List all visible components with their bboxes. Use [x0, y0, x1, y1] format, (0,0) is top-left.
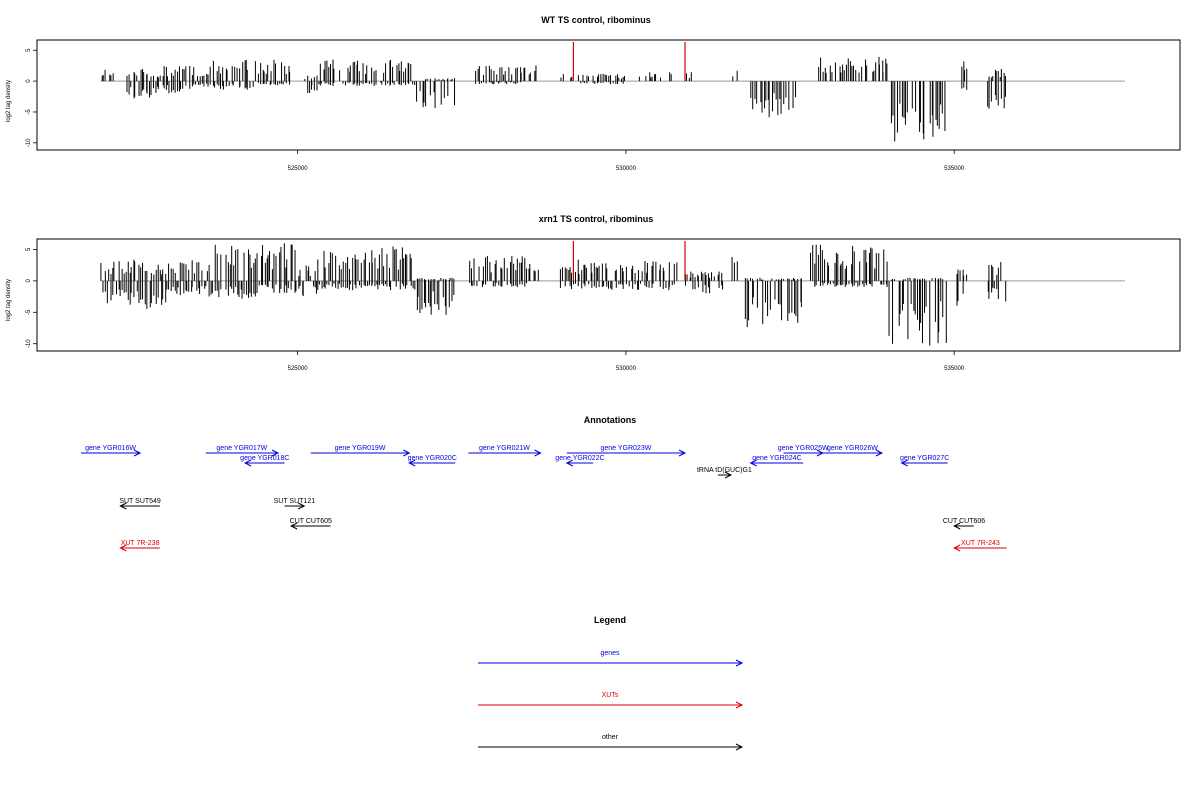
feature-arrow-head: [403, 449, 411, 457]
xrn1-y-ticks: 5 0 -5 -10: [26, 247, 38, 348]
feature-arrow-head: [953, 522, 961, 530]
annotation-feature: gene YGR021W: [468, 445, 542, 457]
xrn1-x-ticks: 525000 530000 535000: [288, 351, 965, 372]
annotation-feature: gene YGR020C: [408, 455, 457, 467]
legend-entry: XUTs: [478, 692, 744, 709]
x-tick-label: 530000: [616, 166, 637, 172]
wt-track-title: WT TS control, ribominus: [541, 15, 651, 25]
annotation-feature: SUT SUT121: [274, 498, 316, 510]
y-tick-label: -5: [26, 109, 32, 115]
feature-label: gene YGR017W: [216, 445, 267, 452]
feature-label: gene YGR016W: [85, 445, 136, 452]
feature-label: CUT CUT606: [943, 518, 985, 525]
annotation-feature: gene YGR016W: [81, 445, 142, 457]
wt-y-axis-label: log2 tag density: [6, 80, 12, 122]
legend-arrow-head: [735, 743, 744, 751]
feature-arrow-head: [534, 449, 542, 457]
y-tick-label: 5: [26, 247, 32, 251]
wt-coverage-bars: [100, 42, 1125, 142]
legend-title: Legend: [594, 615, 626, 625]
y-tick-label: 0: [26, 279, 32, 283]
feature-label: gene YGR027C: [900, 455, 949, 462]
wt-y-ticks: 5 0 -5 -10: [26, 48, 38, 147]
x-tick-label: 525000: [288, 166, 309, 172]
annotation-features: gene YGR016W gene YGR017W gene YGR018C gene…: [81, 445, 1007, 552]
feature-label: gene YGR022C: [555, 455, 604, 462]
feature-arrow-head: [271, 449, 280, 457]
annotation-feature: CUT CUT605: [289, 518, 332, 530]
wt-track-panel: WT TS control, ribominus log2 tag densit…: [6, 15, 1181, 172]
x-tick-label: 530000: [616, 366, 637, 372]
feature-arrow-head: [244, 459, 252, 467]
x-tick-label: 535000: [944, 166, 965, 172]
annotation-feature: XUT 7R-238: [119, 540, 160, 552]
legend-arrow-head: [735, 659, 744, 667]
feature-arrow-head: [900, 459, 908, 467]
legend-panel: Legend genes XUTs other: [478, 615, 744, 751]
feature-label: SUT SUT121: [274, 498, 316, 505]
y-tick-label: -10: [26, 138, 32, 147]
feature-arrow-head: [289, 522, 298, 530]
xrn1-y-axis-label: log2 tag density: [6, 279, 12, 321]
x-tick-label: 535000: [944, 366, 965, 372]
feature-arrow-head: [119, 544, 127, 552]
feature-arrow-head: [678, 449, 687, 457]
legend-label: XUTs: [602, 692, 619, 699]
feature-arrow-head: [133, 449, 142, 457]
feature-arrow-head: [749, 459, 757, 467]
feature-arrow-head: [875, 449, 884, 457]
annotation-feature: tRNA tD(GUC)G1: [697, 467, 752, 479]
feature-arrow-head: [565, 459, 574, 467]
annotation-feature: gene YGR017W: [205, 445, 280, 457]
wt-x-ticks: 525000 530000 535000: [288, 150, 965, 172]
feature-label: CUT CUT605: [290, 518, 332, 525]
feature-label: gene YGR021W: [479, 445, 530, 452]
feature-arrow-head: [408, 459, 416, 467]
y-tick-label: 0: [26, 79, 32, 83]
annotation-feature: gene YGR024C: [749, 455, 804, 467]
legend-entry: genes: [478, 650, 744, 667]
feature-arrow-head: [119, 502, 127, 510]
feature-arrow-head: [297, 502, 306, 510]
xrn1-coverage-bars: [100, 241, 1125, 346]
annotation-feature: gene YGR019W: [310, 445, 411, 457]
feature-label: gene YGR023W: [600, 445, 651, 452]
annotation-feature: gene YGR027C: [900, 455, 949, 467]
legend-arrow-head: [735, 701, 744, 709]
annotation-feature: CUT CUT606: [943, 518, 985, 530]
legend-label: other: [602, 734, 619, 741]
feature-arrow-head: [724, 471, 733, 479]
y-tick-label: 5: [26, 48, 32, 52]
feature-label: gene YGR026W: [827, 445, 878, 452]
annotations-title: Annotations: [584, 415, 637, 425]
feature-label: SUT SUT549: [119, 498, 161, 505]
y-tick-label: -10: [26, 339, 32, 348]
feature-label: gene YGR019W: [335, 445, 386, 452]
feature-label: XUT 7R-238: [121, 540, 160, 547]
annotation-feature: gene YGR018C: [240, 455, 289, 467]
feature-label: gene YGR025W: [778, 445, 829, 452]
legend-items: genes XUTs other: [478, 650, 744, 751]
feature-label: XUT 7R-243: [961, 540, 1000, 547]
y-tick-label: -5: [26, 309, 32, 315]
feature-label: gene YGR024C: [752, 455, 801, 462]
legend-label: genes: [600, 650, 620, 657]
x-tick-label: 525000: [288, 366, 309, 372]
wt-plot-frame: [36, 39, 1181, 151]
feature-label: tRNA tD(GUC)G1: [697, 467, 752, 474]
feature-label: gene YGR020C: [408, 455, 457, 462]
annotation-feature: XUT 7R-243: [953, 540, 1007, 552]
feature-arrow-head: [953, 544, 961, 552]
legend-entry: other: [478, 734, 744, 751]
annotations-panel: Annotations gene YGR016W gene YGR017Wgene…: [81, 415, 1007, 552]
annotation-feature: gene YGR023W: [566, 445, 687, 457]
xrn1-plot-frame: [36, 238, 1181, 352]
annotation-feature: gene YGR026W: [822, 445, 884, 457]
feature-label: gene YGR018C: [240, 455, 289, 462]
annotation-feature: gene YGR022C: [555, 455, 605, 467]
xrn1-track-panel: xrn1 TS control, ribominus log2 tag dens…: [6, 214, 1181, 372]
xrn1-track-title: xrn1 TS control, ribominus: [539, 214, 654, 224]
annotation-feature: SUT SUT549: [119, 498, 161, 510]
